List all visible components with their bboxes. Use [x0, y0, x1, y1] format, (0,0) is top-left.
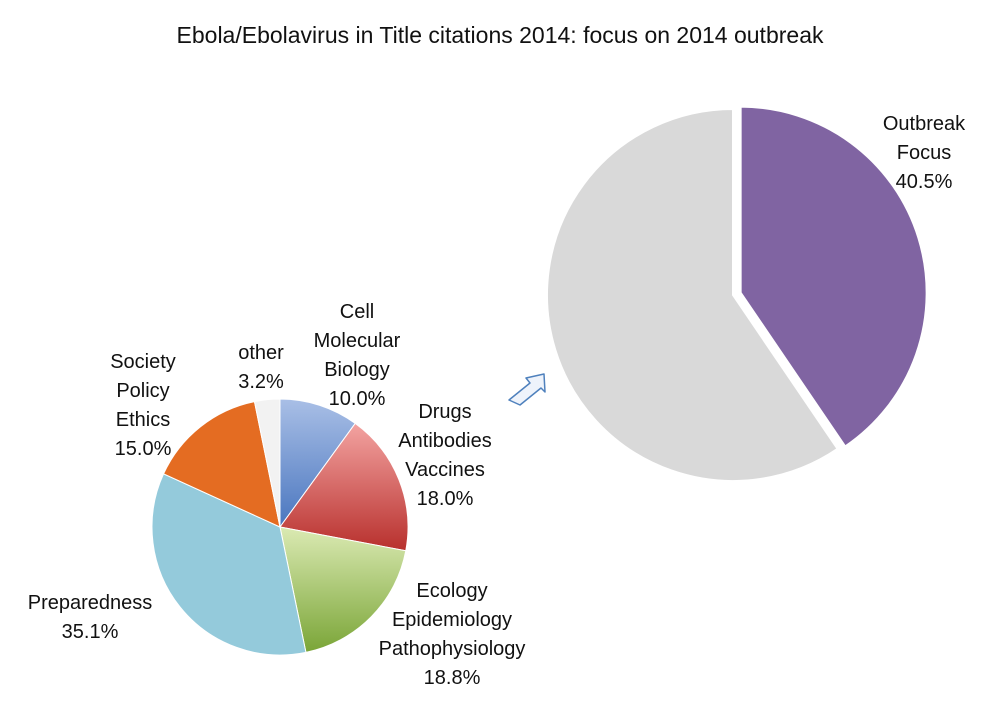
- slice-label: Preparedness 35.1%: [28, 592, 153, 643]
- slice-label: Cell Molecular Biology 10.0%: [314, 301, 401, 410]
- pie-slice: [279, 398, 356, 529]
- slice-label: Ecology Epidemiology Pathophysiology 18.8%: [379, 580, 526, 689]
- chart-title: Ebola/Ebolavirus in Title citations 2014…: [176, 22, 824, 48]
- pie-slice: [253, 398, 281, 528]
- pie-slice: [279, 526, 407, 653]
- outbreak-pie: Outbreak Focus 40.5%: [546, 105, 966, 482]
- pie-slice: [151, 473, 307, 656]
- topic-breakdown-pie: Cell Molecular Biology 10.0%Drugs Antibodies…: [28, 301, 526, 689]
- slice-label: Drugs Antibodies Vaccines 18.0%: [398, 401, 491, 510]
- pie-slice: [739, 105, 928, 448]
- pie-slice: [546, 107, 839, 482]
- pie-slice: [162, 400, 281, 528]
- outbreak-focus-label: Outbreak Focus 40.5%: [883, 113, 966, 193]
- pie-slice: [279, 422, 409, 552]
- arrow-left-down-icon: [508, 373, 546, 406]
- slice-label: other 3.2%: [238, 342, 284, 393]
- slice-label: Society Policy Ethics 15.0%: [110, 351, 176, 460]
